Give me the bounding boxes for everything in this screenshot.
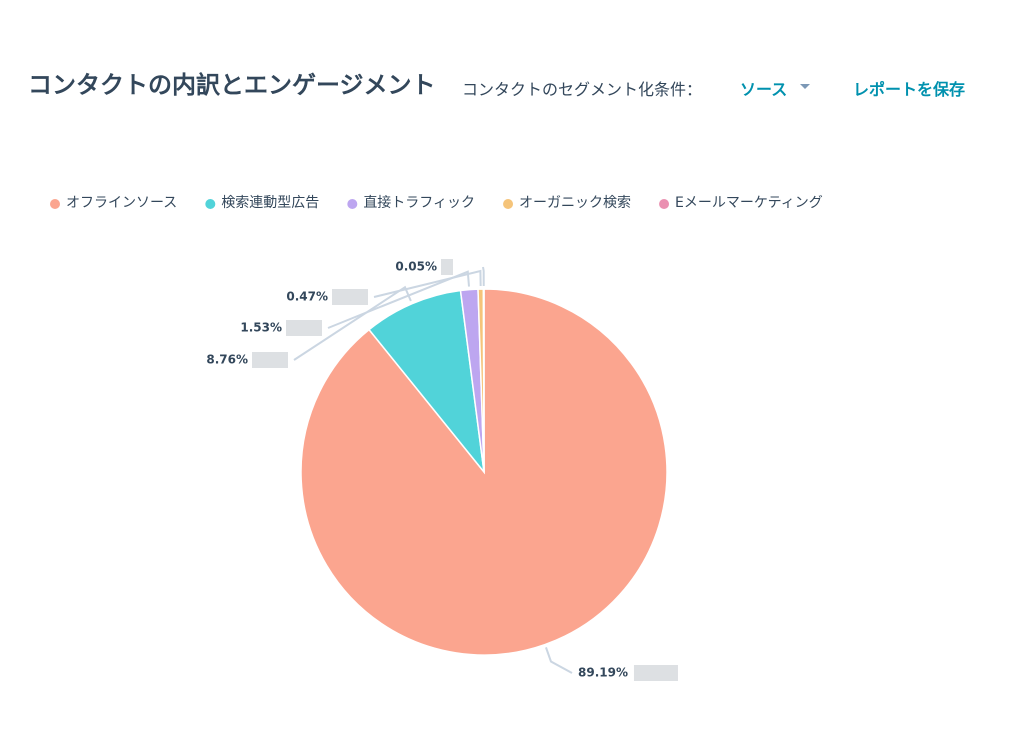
- slice-label: 0.47%: [286, 290, 328, 304]
- report-title: コンタクトの内訳とエンゲージメント: [28, 71, 436, 99]
- redacted-count: [441, 259, 453, 275]
- legend-label: オフラインソース: [66, 195, 177, 211]
- segment-dropdown[interactable]: ソース: [740, 80, 788, 99]
- legend-label: オーガニック検索: [519, 194, 631, 211]
- segment-label: コンタクトのセグメント化条件：: [462, 80, 703, 99]
- slice-label: 89.19%: [578, 666, 628, 680]
- dropdown-caret[interactable]: [800, 84, 810, 89]
- redacted-count: [633, 665, 678, 681]
- legend-swatch: [205, 199, 216, 209]
- legend-label: 検索連動型広告: [221, 194, 319, 211]
- legend-label: Eメールマーケティング: [675, 195, 823, 211]
- legend-label: 直接トラフィック: [363, 194, 475, 211]
- leader-line: [545, 647, 573, 674]
- leader-line: [327, 270, 470, 329]
- leader-line: [482, 266, 485, 287]
- save-report-button[interactable]: レポートを保存: [853, 80, 966, 99]
- redacted-count: [332, 289, 368, 305]
- legend-swatch: [347, 199, 358, 209]
- legend-swatch: [659, 199, 670, 209]
- redacted-count: [252, 352, 288, 368]
- redacted-count: [286, 320, 322, 336]
- slice-label: 1.53%: [240, 321, 282, 335]
- legend-swatch: [50, 199, 60, 209]
- leader-line: [373, 269, 482, 298]
- legend-swatch: [503, 199, 514, 209]
- pie-slice: [482, 288, 485, 473]
- pie-slice: [367, 289, 486, 475]
- slice-label: 0.05%: [395, 260, 437, 274]
- slice-label: 8.76%: [206, 353, 248, 367]
